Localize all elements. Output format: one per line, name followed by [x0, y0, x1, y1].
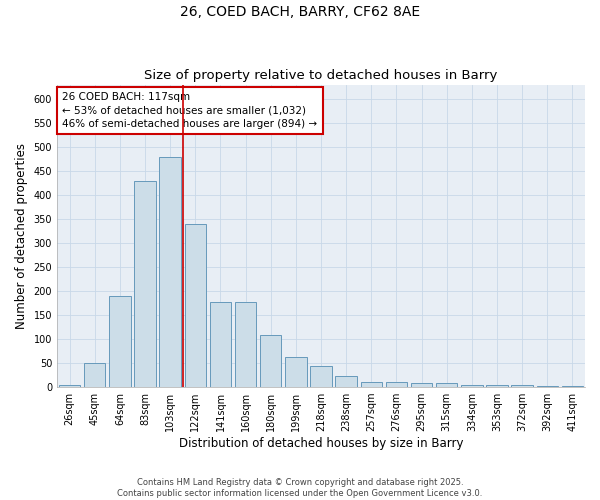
- Bar: [386, 382, 407, 387]
- Bar: [109, 296, 131, 387]
- Bar: [436, 383, 457, 387]
- Bar: [185, 224, 206, 387]
- Bar: [361, 382, 382, 387]
- Bar: [411, 383, 432, 387]
- X-axis label: Distribution of detached houses by size in Barry: Distribution of detached houses by size …: [179, 437, 463, 450]
- Bar: [536, 386, 558, 387]
- Bar: [310, 366, 332, 387]
- Bar: [487, 385, 508, 387]
- Title: Size of property relative to detached houses in Barry: Size of property relative to detached ho…: [145, 69, 498, 82]
- Bar: [285, 358, 307, 387]
- Bar: [210, 302, 231, 387]
- Bar: [160, 156, 181, 387]
- Bar: [562, 386, 583, 387]
- Bar: [335, 376, 357, 387]
- Text: 26, COED BACH, BARRY, CF62 8AE: 26, COED BACH, BARRY, CF62 8AE: [180, 5, 420, 19]
- Bar: [134, 180, 156, 387]
- Bar: [84, 363, 106, 387]
- Y-axis label: Number of detached properties: Number of detached properties: [15, 143, 28, 329]
- Bar: [461, 384, 482, 387]
- Bar: [260, 335, 281, 387]
- Bar: [59, 384, 80, 387]
- Bar: [511, 384, 533, 387]
- Text: Contains HM Land Registry data © Crown copyright and database right 2025.
Contai: Contains HM Land Registry data © Crown c…: [118, 478, 482, 498]
- Text: 26 COED BACH: 117sqm
← 53% of detached houses are smaller (1,032)
46% of semi-de: 26 COED BACH: 117sqm ← 53% of detached h…: [62, 92, 317, 128]
- Bar: [235, 302, 256, 387]
